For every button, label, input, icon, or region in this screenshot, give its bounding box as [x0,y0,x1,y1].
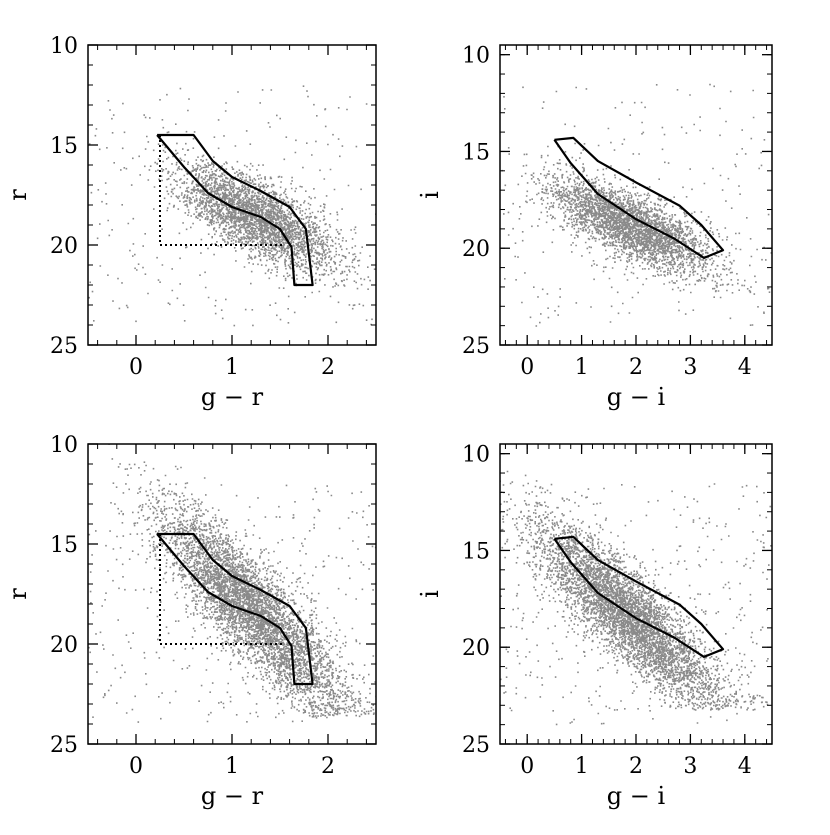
x-tick-label: 3 [683,355,697,380]
y-axis-label: i [416,590,444,598]
x-tick-label: 1 [225,754,239,779]
y-tick-label: 25 [462,733,490,758]
panel-3: 0 1 2 10 15 20 25 g − r r [4,433,377,810]
y-tick-label: 15 [50,533,78,558]
x-tick-label: 2 [629,355,643,380]
x-tick-label: 4 [738,754,752,779]
y-tick-label: 10 [50,433,78,458]
selection-box [159,534,285,645]
x-tick-label: 0 [129,754,143,779]
x-tick-label: 2 [629,754,643,779]
y-tick-label: 10 [50,34,78,59]
y-tick-label: 10 [462,44,490,69]
y-tick-label: 25 [462,334,490,359]
y-axis-label: r [4,588,32,600]
y-tick-label: 20 [50,633,78,658]
y-tick-label: 15 [462,140,490,165]
x-tick-label: 3 [683,754,697,779]
data-points [88,444,376,723]
x-tick-label: 0 [129,355,143,380]
y-tick-label: 15 [462,539,490,564]
y-tick-label: 10 [462,443,490,468]
x-tick-label: 0 [520,754,534,779]
selection-outline [553,535,725,659]
data-points [500,470,772,726]
panel-4: 0 1 2 3 4 10 15 20 25 g − i i [416,443,773,810]
x-tick-label: 4 [738,355,752,380]
selection-outline [156,133,314,287]
y-axis-label: i [416,191,444,199]
y-tick-label: 20 [50,234,78,259]
x-axis-label: g − r [201,383,264,411]
data-points [88,85,376,327]
x-axis-label: g − r [201,782,264,810]
x-tick-label: 1 [575,355,589,380]
y-tick-label: 25 [50,733,78,758]
y-tick-label: 15 [50,134,78,159]
y-axis-label: r [4,189,32,201]
x-tick-label: 1 [575,754,589,779]
x-tick-label: 0 [520,355,534,380]
selection-outline [553,136,725,259]
panel-2: 0 1 2 3 4 10 15 20 25 g − i i [416,44,773,411]
panel-1: 0 1 2 10 15 20 25 g − r r [4,34,377,411]
x-tick-label: 2 [321,754,335,779]
x-tick-label: 2 [321,355,335,380]
x-tick-label: 1 [225,355,239,380]
selection-box [159,135,285,246]
plot-frame [499,443,773,745]
data-points [500,83,772,327]
y-tick-label: 20 [462,636,490,661]
selection-outline [156,532,314,686]
y-tick-label: 20 [462,237,490,262]
y-tick-label: 25 [50,334,78,359]
x-axis-label: g − i [607,782,666,810]
x-axis-label: g − i [607,383,666,411]
